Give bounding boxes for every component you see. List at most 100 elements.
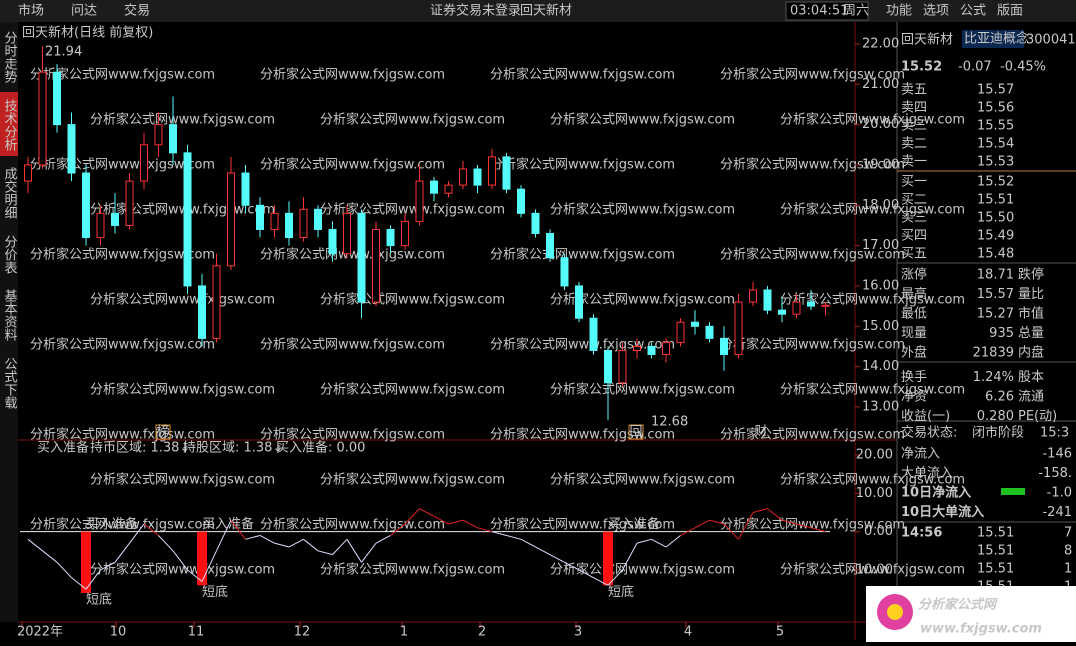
candle-body — [778, 309, 786, 315]
book-label: 买四 — [901, 229, 927, 244]
indicator-segment — [346, 539, 362, 563]
marker-box — [628, 424, 644, 440]
candle-body — [517, 188, 525, 214]
watermark: 分析家公式网www.fxjgsw.com — [260, 337, 445, 353]
menu-item[interactable]: 公式 — [960, 4, 986, 19]
menu-item[interactable]: 市场 — [18, 3, 44, 19]
watermark: 分析家公式网www.fxjgsw.com — [780, 562, 965, 578]
y-tick-label: 0.00 — [864, 524, 893, 539]
candle-body — [241, 172, 250, 206]
watermark: 分析家公式网www.fxjgsw.com — [260, 427, 445, 443]
candle-body — [299, 208, 308, 239]
indicator-segment — [636, 538, 652, 544]
flow-value: -241 — [1042, 505, 1072, 520]
tick-price: 15.51 — [977, 544, 1014, 559]
indicator-segment — [578, 569, 594, 579]
event-marker: 回 — [629, 425, 642, 440]
x-tick-label: 3 — [574, 625, 582, 640]
candle-body — [183, 152, 192, 287]
watermark: 分析家公式网www.fxjgsw.com — [260, 247, 445, 263]
watermark: 分析家公式网www.fxjgsw.com — [90, 472, 275, 488]
watermark: 分析家公式网www.fxjgsw.com — [320, 382, 505, 398]
watermark: 分析家公式网www.fxjgsw.com — [720, 517, 905, 533]
book-price: 15.50 — [977, 211, 1014, 226]
indicator-segment — [665, 535, 681, 548]
signal-label: 短底 — [202, 584, 228, 600]
flow-label: 10日大单流入 — [901, 504, 984, 520]
indicator-segment — [622, 542, 638, 571]
menu-item[interactable]: 功能 — [886, 4, 912, 19]
menu-item[interactable]: 选项 — [923, 4, 949, 19]
candle-body — [96, 212, 105, 239]
candle-body — [589, 317, 598, 351]
indicator-segment — [274, 542, 290, 548]
side-tab[interactable]: 基本资料 — [2, 289, 18, 341]
stat-label: 股本 — [1018, 370, 1044, 385]
event-marker: 榜 — [156, 424, 169, 440]
book-label: 买一 — [901, 175, 927, 190]
weekday: 周六 — [843, 4, 869, 19]
stat-label: 净资 — [901, 390, 927, 405]
indicator-segment — [361, 542, 377, 563]
indicator-title: 买入准备 — [37, 440, 89, 456]
indicator-segment — [71, 577, 87, 590]
stat-value: 6.26 — [985, 390, 1014, 405]
watermark: 分析家公式网www.fxjgsw.com — [780, 112, 965, 128]
quote-pct: -0.45% — [1000, 60, 1046, 75]
ready-label: 买入准备 — [202, 516, 254, 532]
indicator-segment — [738, 512, 754, 540]
watermark: 分析家公式网www.fxjgsw.com — [720, 337, 905, 353]
stat-label: 换手 — [901, 370, 927, 385]
indicator-segment — [651, 538, 667, 548]
watermark: 分析家公式网www.fxjgsw.com — [550, 112, 735, 128]
candle-body — [531, 212, 540, 235]
candle-body — [111, 212, 119, 226]
stat-value: 18.71 — [977, 268, 1014, 283]
candle-body — [705, 325, 714, 339]
indicator-segment — [172, 550, 188, 571]
flow-value: -146 — [1042, 447, 1072, 462]
candle-body — [792, 301, 801, 315]
high-label: 21.94 — [45, 45, 82, 60]
stat-value: 1.24% — [973, 370, 1014, 385]
side-tab[interactable]: 公式下载 — [2, 357, 18, 410]
candle-body — [169, 124, 177, 154]
logo-flower-center — [887, 604, 903, 620]
candle-body — [372, 228, 380, 303]
side-tab[interactable]: 分时走势 — [2, 31, 18, 84]
watermark: 分析家公式网www.fxjgsw.com — [550, 562, 735, 578]
candle-body — [691, 321, 699, 327]
candle-body — [125, 180, 134, 226]
menu-item[interactable]: 问达 — [71, 4, 97, 19]
watermark: 分析家公式网www.fxjgsw.com — [490, 427, 675, 443]
indicator-segment — [549, 554, 565, 563]
status-time: 15:3 — [1040, 426, 1069, 441]
indicator-segment — [506, 534, 522, 540]
menu-item[interactable]: 版面 — [997, 4, 1023, 19]
signal-label: 短底 — [86, 591, 112, 607]
quote-name: 回天新材 — [901, 32, 953, 48]
watermark: 分析家公式网www.fxjgsw.com — [320, 472, 505, 488]
book-price: 15.57 — [977, 83, 1014, 98]
indicator-segment — [491, 531, 507, 536]
side-tab[interactable]: 分价表 — [2, 235, 18, 274]
menu-item[interactable]: 交易 — [124, 3, 150, 19]
candle-body — [488, 156, 496, 186]
candle-body — [807, 301, 815, 307]
y-tick-label: 17.00 — [862, 238, 899, 253]
stat-label: 最高 — [901, 286, 927, 302]
book-label: 买三 — [901, 211, 927, 226]
candle-body — [821, 304, 830, 307]
side-tab[interactable]: 成交明细 — [2, 167, 18, 219]
candle-body — [256, 204, 264, 230]
indicator-segment — [723, 523, 739, 540]
stat-label: 跌停 — [1018, 267, 1044, 283]
side-tab[interactable]: 技术分析 — [2, 99, 18, 151]
watermark: 分析家公式网www.fxjgsw.com — [30, 157, 215, 173]
stat-label: 收益(一) — [901, 409, 950, 424]
indicator-segment — [535, 546, 551, 556]
candle-body — [749, 289, 757, 303]
quote-price: 15.52 — [901, 60, 942, 75]
y-tick-label: 13.00 — [862, 399, 899, 414]
stat-value: 935 — [989, 326, 1014, 341]
